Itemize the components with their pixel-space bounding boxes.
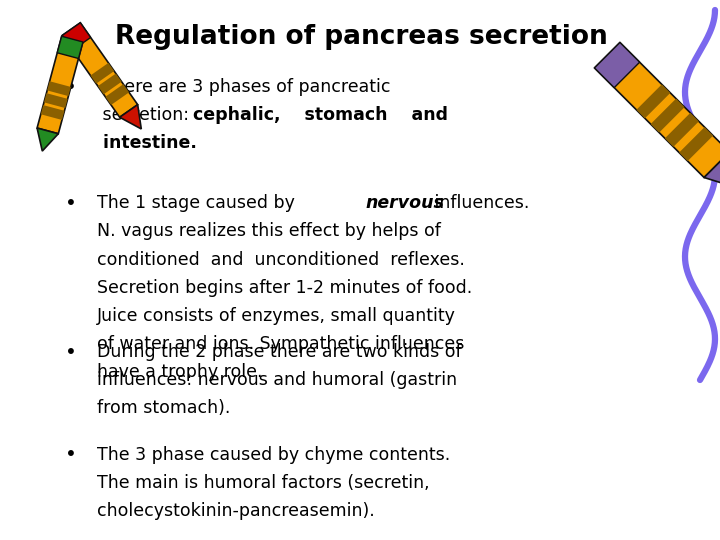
Polygon shape [105, 84, 129, 105]
Text: conditioned  and  unconditioned  reflexes.: conditioned and unconditioned reflexes. [97, 251, 465, 268]
Polygon shape [120, 105, 141, 129]
Polygon shape [41, 105, 65, 120]
Text: The 1 stage caused by: The 1 stage caused by [97, 194, 300, 212]
Polygon shape [48, 81, 71, 96]
Polygon shape [595, 43, 720, 178]
Polygon shape [595, 43, 639, 87]
Polygon shape [91, 63, 114, 84]
Polygon shape [665, 113, 699, 147]
Text: •: • [65, 194, 76, 213]
Text: secretion:: secretion: [97, 106, 200, 124]
Text: During the 2 phase there are two kinds of: During the 2 phase there are two kinds o… [97, 343, 462, 361]
Polygon shape [63, 23, 91, 50]
Text: Regulation of pancreas secretion: Regulation of pancreas secretion [115, 24, 608, 50]
Text: The 3 phase caused by chyme contents.: The 3 phase caused by chyme contents. [97, 446, 451, 463]
Polygon shape [44, 93, 68, 108]
Polygon shape [636, 84, 670, 118]
Text: •: • [65, 78, 76, 97]
Text: •: • [65, 446, 76, 464]
Text: intestine.: intestine. [97, 134, 197, 152]
Polygon shape [704, 152, 720, 189]
Text: influences: nervous and humoral (gastrin: influences: nervous and humoral (gastrin [97, 371, 457, 389]
Text: cephalic,    stomach    and: cephalic, stomach and [193, 106, 448, 124]
Polygon shape [651, 99, 685, 133]
Text: N. vagus realizes this effect by helps of: N. vagus realizes this effect by helps o… [97, 222, 441, 240]
Polygon shape [98, 73, 122, 94]
Text: Juice consists of enzymes, small quantity: Juice consists of enzymes, small quantit… [97, 307, 456, 325]
Text: The main is humoral factors (secretin,: The main is humoral factors (secretin, [97, 474, 430, 491]
Text: cholecystokinin-pancreasemin).: cholecystokinin-pancreasemin). [97, 502, 375, 519]
Text: •: • [65, 343, 76, 362]
Polygon shape [37, 128, 58, 151]
Text: have a trophy role.: have a trophy role. [97, 363, 263, 381]
Polygon shape [37, 36, 83, 134]
Text: of water and ions. Sympathetic influences: of water and ions. Sympathetic influence… [97, 335, 464, 353]
Polygon shape [63, 23, 138, 117]
Text: There are 3 phases of pancreatic: There are 3 phases of pancreatic [97, 78, 391, 96]
Text: from stomach).: from stomach). [97, 399, 230, 417]
Text: nervous: nervous [365, 194, 444, 212]
Text: Secretion begins after 1-2 minutes of food.: Secretion begins after 1-2 minutes of fo… [97, 279, 472, 296]
Text: influences.: influences. [429, 194, 529, 212]
Polygon shape [679, 127, 713, 161]
Polygon shape [58, 36, 83, 58]
